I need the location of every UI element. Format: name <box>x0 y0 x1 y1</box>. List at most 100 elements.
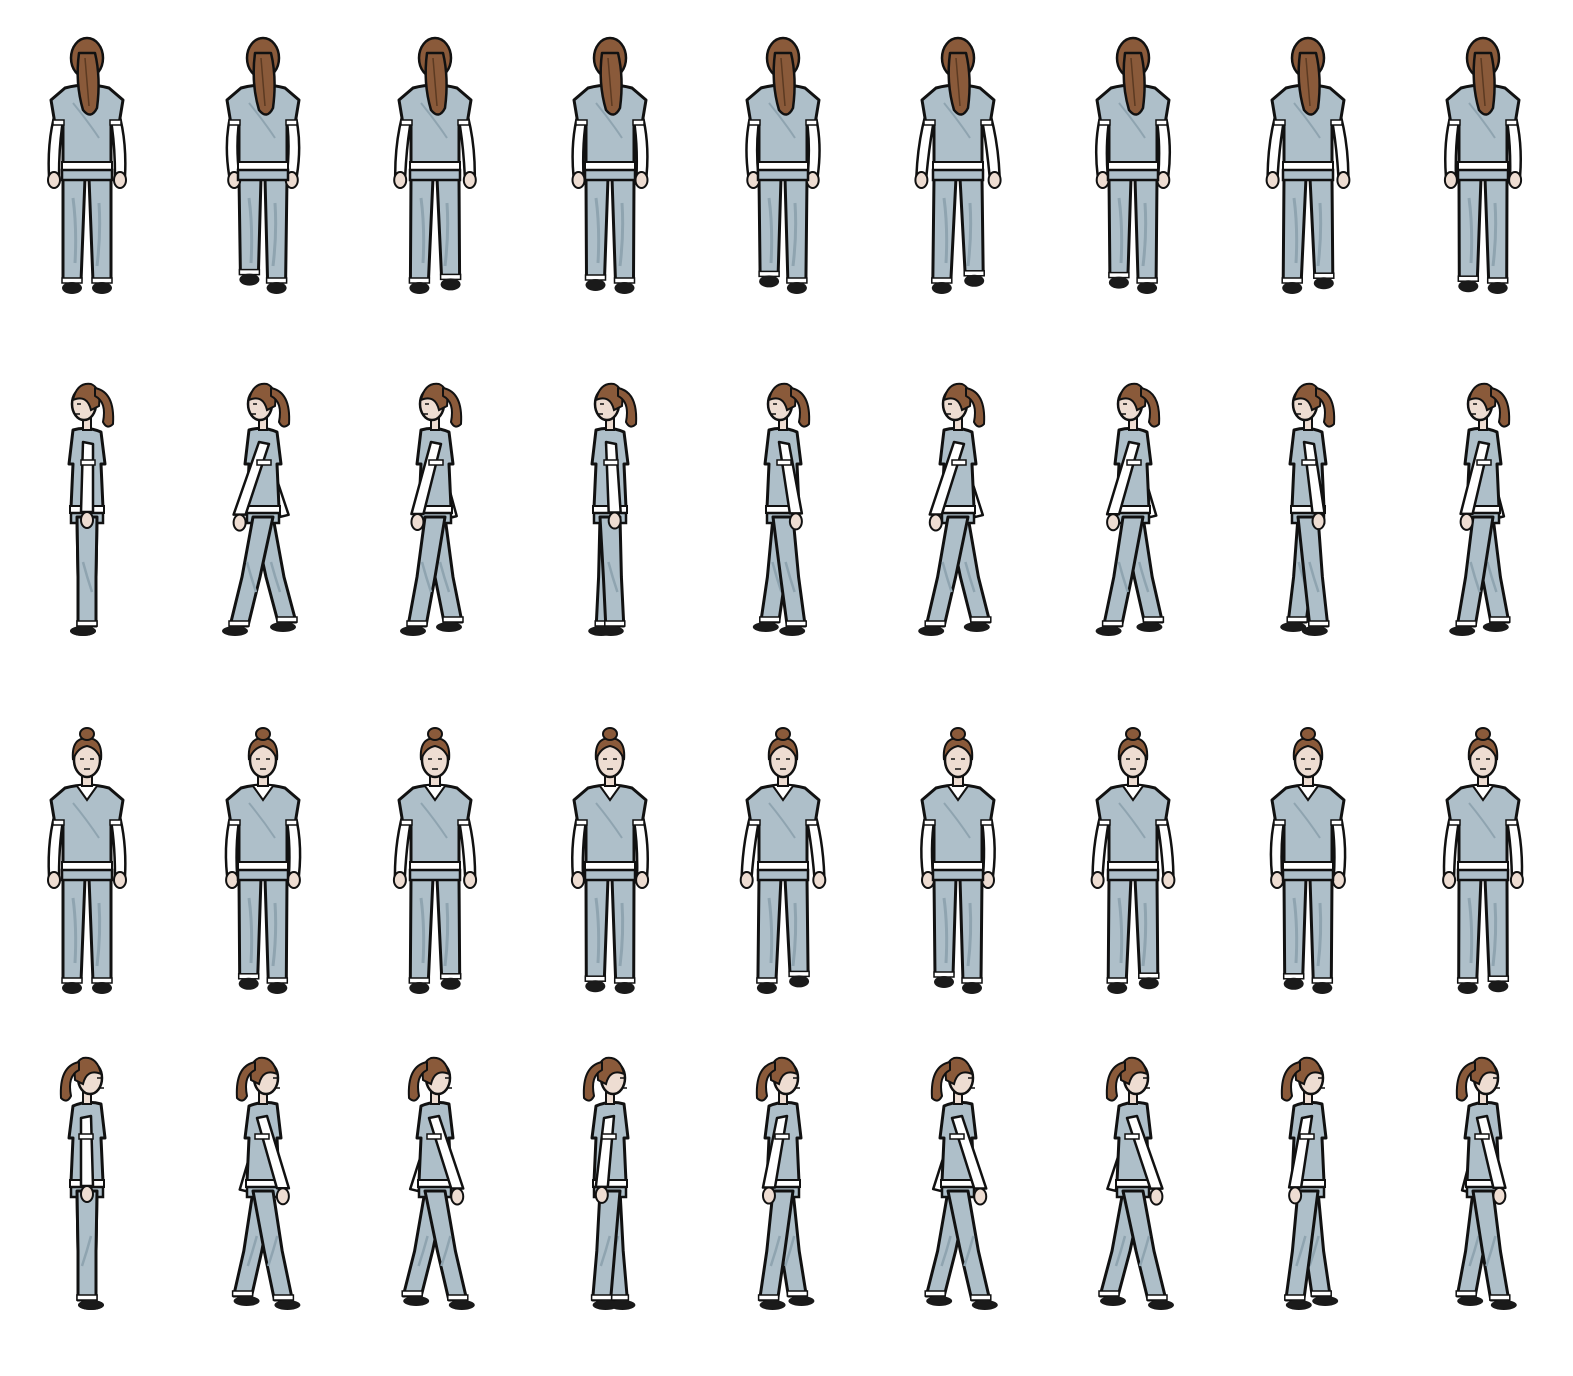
character-sprite <box>588 382 638 636</box>
front-hand <box>1492 1186 1507 1205</box>
front-leg-fold <box>607 561 619 593</box>
shirt <box>49 783 125 866</box>
character-sprite <box>752 382 811 636</box>
sprite-frame <box>1418 372 1548 702</box>
hair-fringe <box>767 736 799 761</box>
right-sleeve-trim <box>1505 119 1518 126</box>
right-sleeve-trim <box>980 819 993 826</box>
sprite-frame <box>370 727 500 1058</box>
hair-bun <box>427 727 443 741</box>
back-leg-cuff <box>786 1290 809 1297</box>
sleeve-trim <box>951 459 967 466</box>
left-shoe <box>585 279 606 291</box>
sprite-frame <box>1243 727 1373 1058</box>
shirt-fold <box>1118 102 1146 139</box>
sprite-frame <box>1068 372 1198 702</box>
back-leg-fold <box>417 1235 429 1267</box>
shirt <box>745 783 821 866</box>
character-sprite <box>1442 727 1524 994</box>
back-leg-shoe <box>1482 622 1509 632</box>
facial-features <box>1471 403 1477 415</box>
back-leg-cuff <box>1310 1290 1332 1297</box>
right-hand <box>286 871 301 889</box>
left-shoe <box>756 982 777 994</box>
back-leg-shoe <box>403 1296 430 1306</box>
back-leg-fold <box>1114 1235 1127 1267</box>
ponytail <box>76 51 100 116</box>
left-leg <box>61 176 87 284</box>
sprite-frame <box>370 372 500 702</box>
left-shoe <box>931 282 952 294</box>
front-leg-cuff <box>590 1294 613 1301</box>
left-hand <box>1270 871 1285 889</box>
back-leg-cuff <box>1142 616 1165 623</box>
shirt <box>1095 783 1171 866</box>
character-sprite <box>755 1056 815 1310</box>
sprite-frame <box>198 372 328 702</box>
front-hand <box>788 512 803 531</box>
right-shoe <box>266 282 287 294</box>
shirt <box>572 83 648 166</box>
back-leg-fold <box>1486 561 1498 593</box>
shirt-fold <box>595 102 623 139</box>
front-hand <box>410 512 425 531</box>
right-sleeve-trim <box>632 819 645 826</box>
shirt <box>397 83 473 166</box>
right-shoe <box>614 282 635 294</box>
hair-fringe <box>1467 736 1499 761</box>
facial-features <box>771 403 777 415</box>
front-leg-fold <box>1469 561 1481 593</box>
sprite-frame <box>1418 28 1548 358</box>
hair-bun <box>950 727 966 741</box>
front-leg-fold <box>420 561 433 593</box>
left-leg <box>1281 176 1308 284</box>
right-hand <box>635 871 650 889</box>
front-leg-fold <box>1485 1235 1497 1267</box>
front-leg-shoe <box>592 1300 619 1310</box>
facial-features <box>251 403 257 415</box>
front-leg-cuff <box>1101 620 1124 627</box>
sleeve-trim <box>1299 1133 1315 1140</box>
left-sleeve-trim <box>923 119 936 126</box>
facial-features <box>423 403 429 415</box>
collar <box>772 785 794 802</box>
ponytail <box>1315 387 1336 428</box>
ponytail <box>617 387 638 428</box>
left-sleeve-trim <box>1448 819 1461 826</box>
right-shoe <box>440 278 461 291</box>
right-hand <box>987 171 1002 189</box>
left-sleeve-trim <box>400 819 413 826</box>
front-leg-cuff <box>447 1294 469 1301</box>
sleeve-trim <box>1476 459 1492 466</box>
front-leg-fold <box>440 1235 452 1267</box>
right-shoe <box>786 282 807 294</box>
left-shoe <box>238 977 259 990</box>
sleeve-trim <box>949 1133 965 1140</box>
character-sprite <box>571 36 649 294</box>
front-leg-fold <box>267 1235 279 1267</box>
left-hand <box>225 871 240 889</box>
front-leg-cuff <box>970 1294 992 1301</box>
facial-features <box>951 758 965 770</box>
sprite-frame <box>22 1046 152 1376</box>
front-leg-cuff <box>1146 1294 1168 1301</box>
right-shoe <box>614 982 635 994</box>
sprite-frame <box>718 727 848 1058</box>
hair-strand <box>260 57 266 107</box>
pant-shading <box>1117 197 1148 267</box>
sprite-frame <box>198 28 328 358</box>
character-sprite <box>1095 382 1165 636</box>
back-leg-fold <box>1468 1235 1480 1267</box>
ponytail <box>1122 51 1146 116</box>
front-hand <box>1311 512 1326 531</box>
character-sprite <box>1455 1056 1517 1310</box>
hip <box>1106 868 1160 882</box>
character-sprite <box>231 1056 301 1310</box>
character-sprite <box>745 36 821 294</box>
hair-fringe <box>247 736 279 761</box>
front-leg-cuff <box>76 620 98 627</box>
left-sleeve-trim <box>400 119 413 126</box>
left-shoe <box>62 282 82 294</box>
left-hand <box>392 871 407 889</box>
pant-shading <box>419 197 450 267</box>
